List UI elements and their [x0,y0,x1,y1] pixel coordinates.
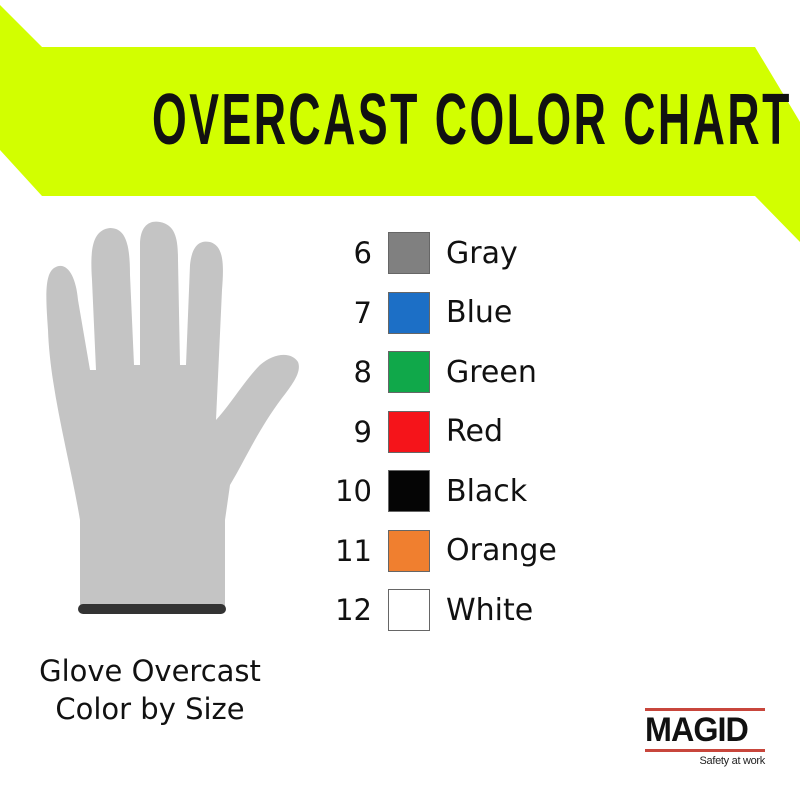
color-row: 11 Orange [320,526,557,576]
glove-cuff [78,604,226,614]
size-label: 11 [335,533,372,568]
color-name: Gray [446,235,518,271]
color-row: 7 Blue [320,288,512,338]
color-row: 8 Green [320,347,537,397]
color-name: Orange [446,533,557,568]
size-label: 8 [353,355,372,389]
title-banner [0,5,800,242]
magid-logo: MAGID Safety at work [645,708,765,767]
color-swatch [388,410,430,453]
size-label: 7 [353,295,372,330]
banner-shape [0,5,800,242]
color-name: Black [446,473,528,509]
logo-bar-bottom [645,749,765,752]
color-name: White [446,592,534,628]
size-label: 12 [335,593,372,627]
color-row: 6 Gray [320,228,518,278]
color-name: Green [446,354,537,390]
logo-bar-top [645,708,765,711]
color-swatch [388,470,430,512]
logo-wordmark: MAGID [645,711,749,749]
logo-tagline: Safety at work [699,755,766,767]
color-row: 10 Black [320,466,527,516]
glove-icon [46,221,299,614]
caption-line-1: Glove Overcast [39,654,261,688]
caption-line-2: Color by Size [55,692,245,726]
color-swatch [388,232,430,274]
size-label: 10 [335,474,372,508]
color-name: Blue [446,295,513,330]
size-label: 9 [353,414,372,449]
color-row: 9 Red [320,407,503,457]
page-title: OVERCAST COLOR CHART [152,80,792,160]
color-swatch [388,291,430,334]
color-swatch [388,529,430,572]
color-swatch [388,589,430,631]
glove-caption: Glove Overcast Color by Size [20,652,280,728]
color-row: 12 White [320,585,533,635]
size-label: 6 [353,236,372,270]
color-swatch [388,351,430,393]
color-name: Red [446,414,503,449]
